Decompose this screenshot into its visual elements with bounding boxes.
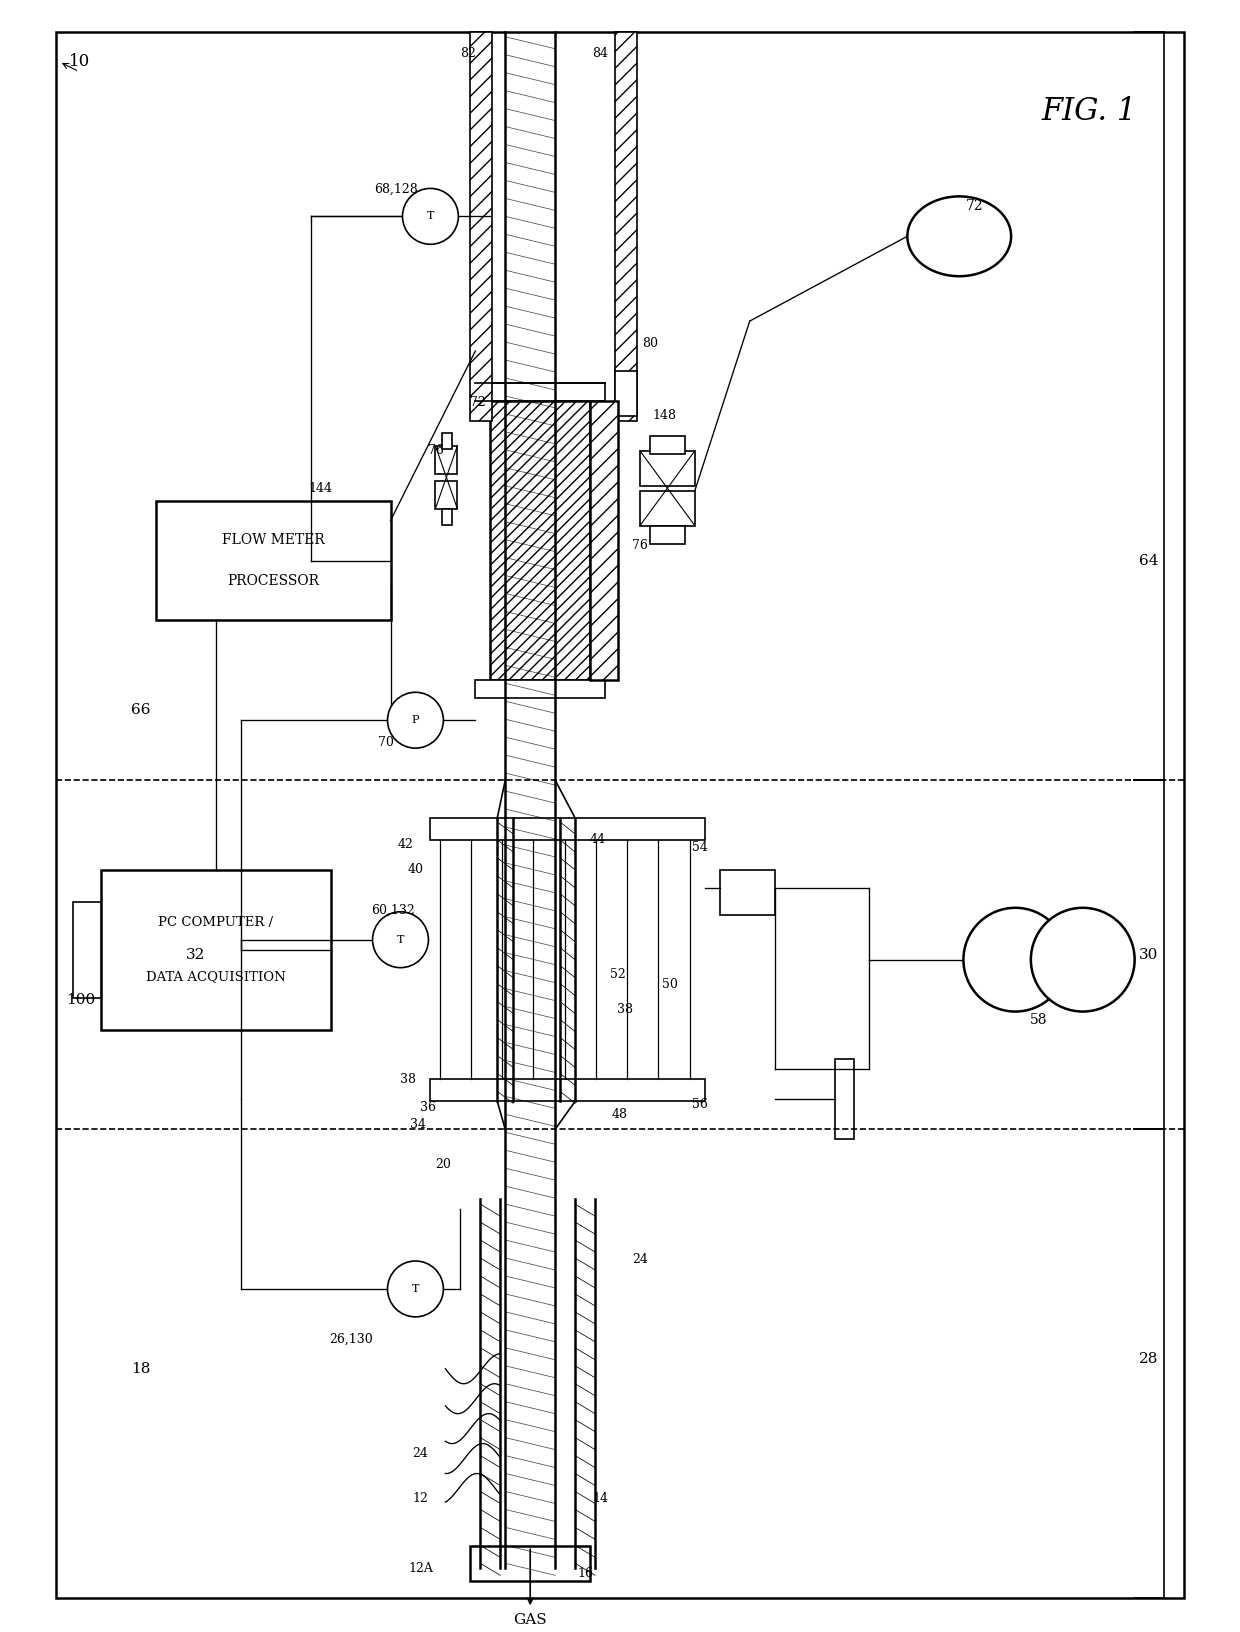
Bar xyxy=(430,1079,704,1102)
Bar xyxy=(615,31,637,421)
Circle shape xyxy=(1030,907,1135,1012)
Text: 44: 44 xyxy=(590,834,606,847)
Text: 70: 70 xyxy=(378,736,393,749)
Text: GAS: GAS xyxy=(513,1612,547,1627)
Text: 68,128: 68,128 xyxy=(373,183,418,196)
Text: 76: 76 xyxy=(429,444,444,457)
Bar xyxy=(615,370,637,416)
Text: 82: 82 xyxy=(460,47,476,60)
Bar xyxy=(470,31,492,421)
Bar xyxy=(102,870,331,1030)
Text: P: P xyxy=(412,715,419,725)
Text: 100: 100 xyxy=(67,992,95,1007)
Text: 12: 12 xyxy=(413,1492,428,1505)
Ellipse shape xyxy=(908,196,1011,276)
Text: 76: 76 xyxy=(632,539,647,552)
Text: 40: 40 xyxy=(408,863,423,876)
Text: PC COMPUTER /: PC COMPUTER / xyxy=(159,916,274,929)
Bar xyxy=(640,450,694,486)
Bar xyxy=(475,681,605,698)
Circle shape xyxy=(403,188,459,245)
Text: T: T xyxy=(427,212,434,222)
Text: 24: 24 xyxy=(413,1448,428,1461)
Bar xyxy=(650,436,684,454)
Text: 14: 14 xyxy=(591,1492,608,1505)
Text: T: T xyxy=(412,1284,419,1294)
Text: 84: 84 xyxy=(591,47,608,60)
Text: 32: 32 xyxy=(186,948,206,961)
Text: 20: 20 xyxy=(435,1157,451,1170)
Text: FIG. 1: FIG. 1 xyxy=(1042,96,1137,127)
Text: 10: 10 xyxy=(68,54,89,70)
Bar xyxy=(650,526,684,543)
Text: 72: 72 xyxy=(966,199,983,214)
Text: 24: 24 xyxy=(632,1252,647,1265)
Text: 12A: 12A xyxy=(408,1562,433,1575)
Text: 52: 52 xyxy=(610,968,626,981)
Text: 48: 48 xyxy=(613,1108,627,1121)
Text: 30: 30 xyxy=(1140,948,1158,961)
Text: 42: 42 xyxy=(398,839,413,852)
Text: 26,130: 26,130 xyxy=(329,1332,372,1345)
Circle shape xyxy=(388,692,444,747)
Bar xyxy=(156,501,391,620)
Text: 80: 80 xyxy=(642,336,658,349)
Bar xyxy=(443,432,453,449)
Text: 28: 28 xyxy=(1140,1351,1158,1366)
Text: 18: 18 xyxy=(131,1361,151,1376)
Circle shape xyxy=(388,1262,444,1317)
Text: FLOW METER: FLOW METER xyxy=(222,534,325,547)
Text: 38: 38 xyxy=(401,1072,417,1085)
Text: 144: 144 xyxy=(309,481,332,494)
Text: 38: 38 xyxy=(618,1004,632,1017)
Bar xyxy=(719,870,775,916)
Text: 56: 56 xyxy=(692,1098,708,1111)
Text: 36: 36 xyxy=(420,1102,436,1115)
Text: DATA ACQUISITION: DATA ACQUISITION xyxy=(146,971,285,984)
Text: 72: 72 xyxy=(470,397,486,410)
Text: T: T xyxy=(397,935,404,945)
Text: PROCESSOR: PROCESSOR xyxy=(227,574,319,588)
Text: 16: 16 xyxy=(577,1567,593,1580)
Bar xyxy=(835,1059,854,1139)
Text: 148: 148 xyxy=(653,410,677,423)
Bar xyxy=(475,384,605,401)
Bar xyxy=(430,818,704,840)
Bar xyxy=(640,491,694,526)
Bar xyxy=(490,401,590,681)
Bar xyxy=(590,401,618,681)
Bar xyxy=(435,446,458,473)
Text: 64: 64 xyxy=(1140,553,1158,568)
Bar xyxy=(73,902,102,997)
Bar xyxy=(470,1547,590,1581)
Text: 60,132: 60,132 xyxy=(371,902,414,916)
Text: 66: 66 xyxy=(131,703,151,716)
Bar xyxy=(443,509,453,524)
Circle shape xyxy=(963,907,1068,1012)
Text: 54: 54 xyxy=(692,842,708,855)
Text: 50: 50 xyxy=(662,978,678,991)
Text: 58: 58 xyxy=(1030,1012,1048,1027)
Text: 34: 34 xyxy=(410,1118,427,1131)
Bar xyxy=(435,481,458,509)
Circle shape xyxy=(372,912,429,968)
